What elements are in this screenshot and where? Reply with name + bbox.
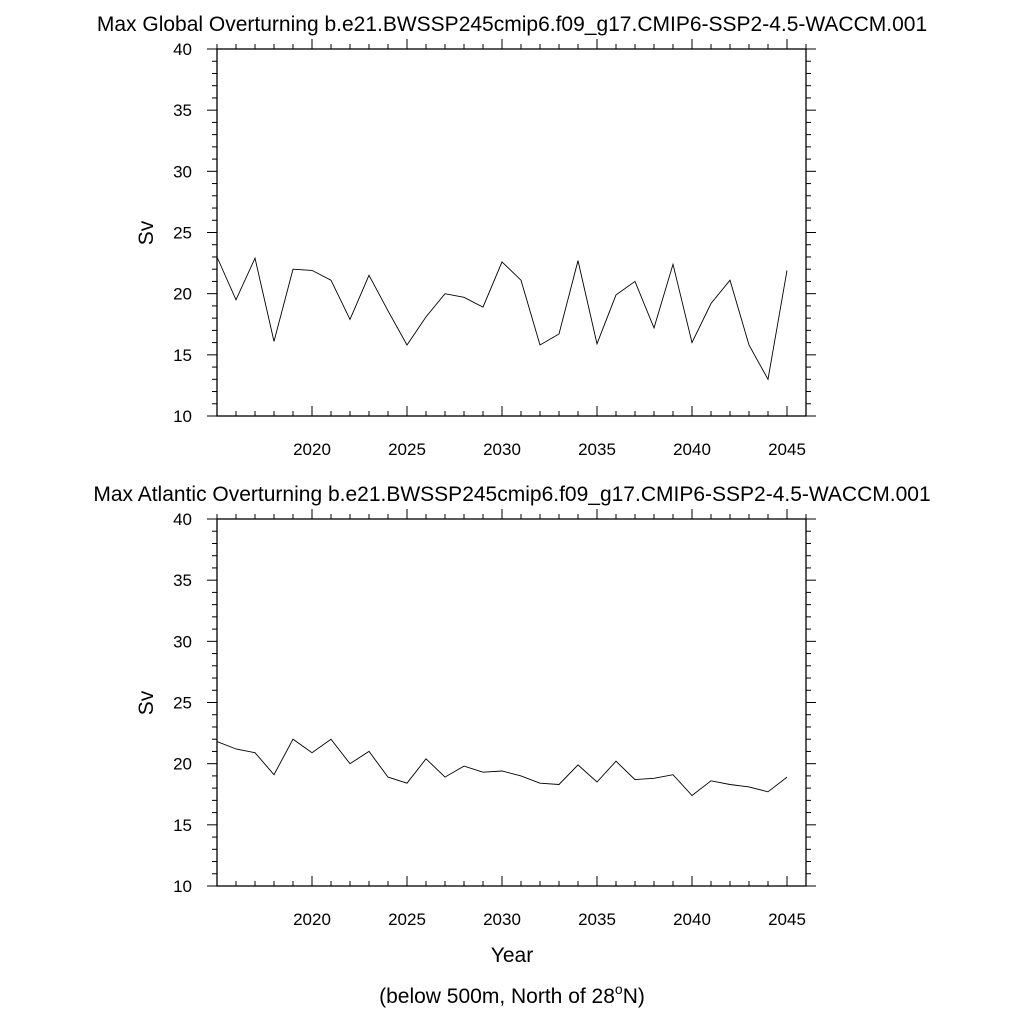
y-tick-label: 40: [173, 40, 192, 59]
y-tick-label: 25: [173, 694, 192, 713]
y-tick-label: 25: [173, 224, 192, 243]
x-tick-label: 2030: [483, 440, 521, 459]
y-axis-label: Sv: [135, 220, 158, 245]
chart-title: Max Atlantic Overturning b.e21.BWSSP245c…: [93, 483, 930, 506]
footnote-superscript: o: [615, 981, 623, 997]
y-tick-label: 20: [173, 285, 192, 304]
y-tick-label: 35: [173, 101, 192, 120]
y-tick-label: 30: [173, 632, 192, 651]
y-tick-label: 35: [173, 571, 192, 590]
x-tick-label: 2035: [578, 910, 616, 929]
chart-title: Max Global Overturning b.e21.BWSSP245cmi…: [97, 13, 927, 36]
y-tick-label: 15: [173, 346, 192, 365]
y-tick-label: 20: [173, 755, 192, 774]
x-tick-label: 2040: [673, 910, 711, 929]
y-tick-label: 40: [173, 510, 192, 529]
global-overturning-panel: Max Global Overturning b.e21.BWSSP245cmi…: [97, 13, 927, 459]
x-tick-label: 2035: [578, 440, 616, 459]
x-tick-label: 2020: [293, 910, 331, 929]
footnote-prefix: (below 500m, North of 28: [379, 985, 615, 1008]
plot-frame: [216, 48, 807, 417]
x-tick-label: 2020: [293, 440, 331, 459]
series-line: [216, 738, 788, 797]
y-axis-label: Sv: [135, 690, 158, 715]
axis-ticks: [207, 39, 816, 417]
y-tick-label: 15: [173, 816, 192, 835]
y-tick-label: 10: [173, 877, 192, 896]
footnote: (below 500m, North of 28oN): [379, 981, 645, 1008]
footnote-suffix: N): [623, 985, 645, 1008]
x-axis-label: Year: [491, 944, 533, 967]
atlantic-overturning-panel: Max Atlantic Overturning b.e21.BWSSP245c…: [93, 483, 930, 967]
y-tick-label: 30: [173, 162, 192, 181]
x-tick-label: 2045: [768, 910, 806, 929]
x-tick-label: 2030: [483, 910, 521, 929]
series: [216, 738, 788, 797]
y-tick-label: 10: [173, 407, 192, 426]
x-tick-label: 2025: [388, 440, 426, 459]
series-line: [216, 256, 788, 381]
axis-ticks: [207, 509, 816, 887]
x-tick-label: 2040: [673, 440, 711, 459]
x-tick-label: 2025: [388, 910, 426, 929]
plot-frame: [216, 518, 807, 887]
series: [216, 256, 788, 381]
x-tick-label: 2045: [768, 440, 806, 459]
